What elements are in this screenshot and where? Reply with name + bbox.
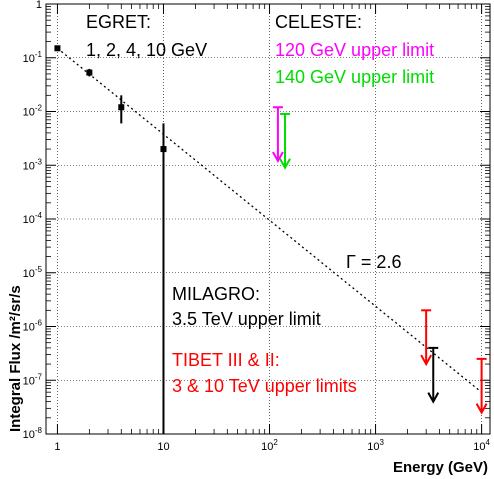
- x-axis-label: Energy (GeV): [393, 459, 488, 476]
- x-tick-label: 104: [473, 438, 490, 453]
- tibet-label: TIBET III & II:: [172, 350, 280, 370]
- y-tick-label: 10-4: [23, 211, 43, 226]
- milagro-limit-label: 3.5 TeV upper limit: [172, 309, 321, 329]
- x-tick-label: 103: [367, 438, 384, 453]
- x-tick-label: 1: [54, 441, 60, 453]
- milagro-label: MILAGRO:: [172, 284, 260, 304]
- upper-limit-arrow: [475, 357, 488, 415]
- upper-limit-arrowhead: [279, 158, 291, 170]
- upper-limit-arrows: [272, 106, 488, 415]
- data-point: [86, 69, 93, 76]
- egret-label: EGRET:: [86, 12, 151, 32]
- tibet-limits-label: 3 & 10 TeV upper limits: [172, 376, 357, 396]
- y-tick-label: 10-1: [23, 50, 43, 65]
- y-tick-label: 10-6: [23, 319, 43, 334]
- y-tick-label: 10-8: [23, 426, 43, 441]
- y-tick-label: 10-5: [23, 265, 43, 280]
- y-tick-label: 10-2: [23, 104, 43, 119]
- upper-limit-arrowhead: [272, 151, 284, 164]
- data-points: [54, 45, 167, 434]
- y-axis-label: Integral Flux /m²/sr/s: [7, 285, 24, 432]
- celeste-label: CELESTE:: [275, 12, 362, 32]
- upper-limit-arrowhead: [420, 354, 433, 367]
- celeste-140-label: 140 GeV upper limit: [275, 67, 434, 87]
- upper-limit-arrow: [420, 309, 433, 367]
- data-point: [160, 146, 167, 153]
- upper-limit-arrowhead: [475, 403, 488, 415]
- fit-line: [57, 47, 483, 393]
- x-tick-label: 102: [261, 438, 278, 453]
- upper-limit-arrow: [279, 112, 291, 170]
- data-point: [118, 104, 125, 111]
- data-point: [54, 45, 61, 52]
- celeste-120-label: 120 GeV upper limit: [275, 40, 434, 60]
- x-tick-label: 10: [157, 441, 169, 453]
- power-law-fit: [57, 47, 483, 393]
- y-tick-label: 10-3: [23, 157, 43, 172]
- egret-energies-label: 1, 2, 4, 10 GeV: [86, 40, 207, 60]
- axis-ticks: 1 10 102 103 104 10-8 10-7 10-6 10-5 10-4 10-3 10-2…: [23, 0, 491, 453]
- upper-limit-arrow: [427, 346, 440, 404]
- gamma-index-label: Γ = 2.6: [346, 252, 401, 272]
- y-tick-label: 10-7: [23, 372, 43, 387]
- upper-limit-arrowhead: [427, 392, 440, 404]
- y-tick-label: 1: [36, 0, 42, 11]
- upper-limit-arrow: [272, 106, 284, 164]
